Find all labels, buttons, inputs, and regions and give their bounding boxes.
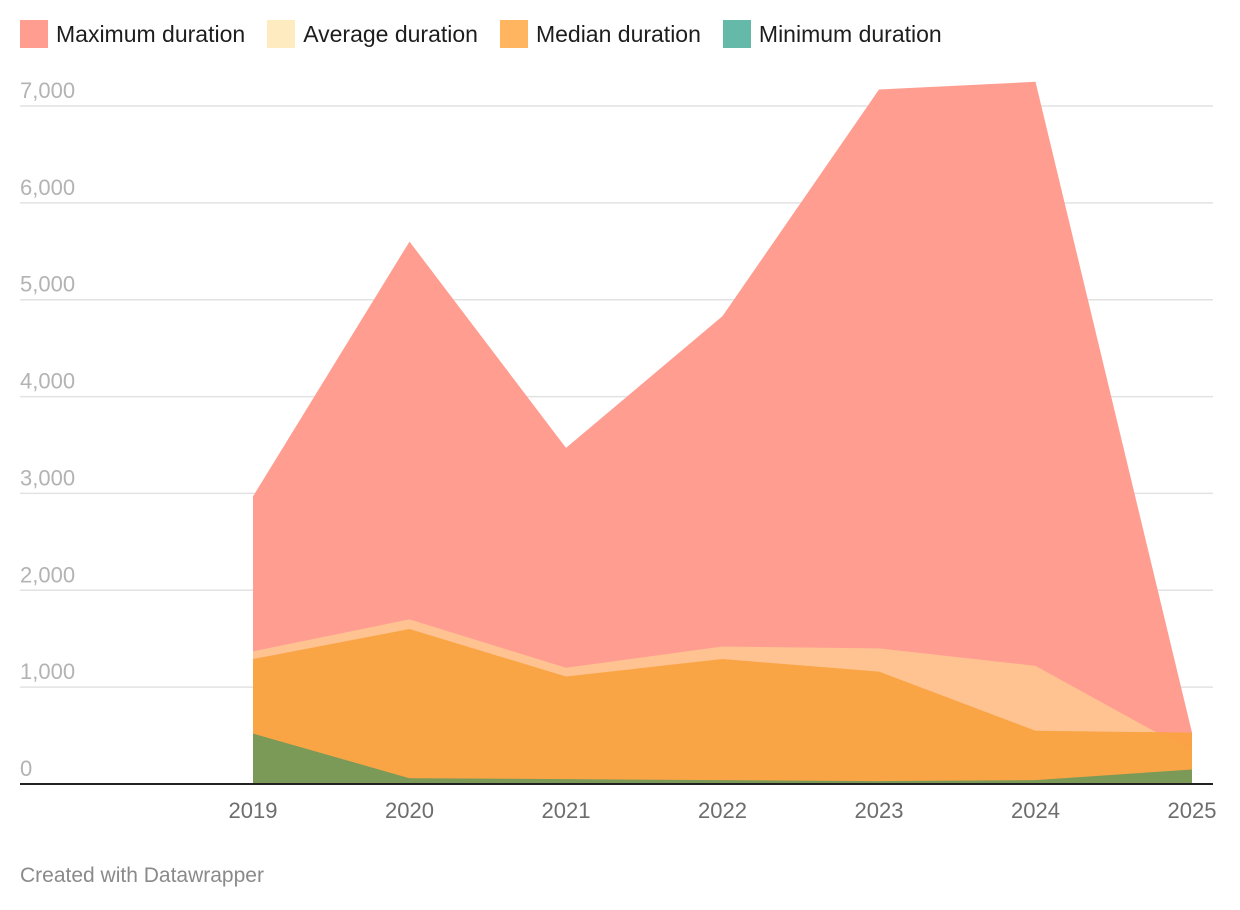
- x-tick-label: 2023: [855, 798, 904, 823]
- legend-label-minimum: Minimum duration: [758, 20, 942, 47]
- legend-swatch-median: [499, 20, 528, 48]
- y-tick-label: 6,000: [20, 175, 75, 200]
- y-tick-label: 1,000: [20, 659, 75, 684]
- legend-swatch-maximum: [20, 20, 48, 48]
- legend-label-average: Average duration: [303, 20, 478, 47]
- x-tick-label: 2025: [1168, 798, 1217, 823]
- x-tick-label: 2021: [542, 798, 591, 823]
- legend-swatch-average: [267, 20, 296, 48]
- x-tick-label: 2022: [698, 798, 747, 823]
- legend-item-maximum: Maximum duration: [20, 20, 245, 48]
- x-tick-label: 2024: [1011, 798, 1060, 823]
- axes: 0 1,000 2,000 3,000 4,000 5,000 6,000 7,000 2019…: [20, 78, 1216, 823]
- legend: Maximum duration Average duration Median…: [20, 20, 964, 48]
- legend-item-median: Median duration: [499, 20, 701, 48]
- y-tick-label: 5,000: [20, 272, 75, 297]
- legend-swatch-minimum: [722, 20, 751, 48]
- y-tick-label: 2,000: [20, 562, 75, 587]
- legend-item-average: Average duration: [267, 20, 478, 48]
- area-median-duration: [253, 629, 1192, 784]
- y-tick-label: 3,000: [20, 465, 75, 490]
- datawrapper-credit: Created with Datawrapper: [20, 864, 264, 887]
- legend-label-maximum: Maximum duration: [56, 20, 246, 47]
- y-tick-label: 0: [20, 756, 32, 781]
- area-series: [253, 81, 1192, 785]
- y-tick-label: 4,000: [20, 369, 75, 394]
- legend-item-minimum: Minimum duration: [722, 20, 942, 48]
- area-minimum-duration: [253, 733, 1192, 784]
- x-tick-label: 2019: [229, 798, 278, 823]
- legend-label-median: Median duration: [535, 20, 701, 47]
- y-tick-label: 7,000: [20, 78, 75, 103]
- area-maximum-duration: [253, 81, 1192, 785]
- x-tick-label: 2020: [385, 798, 434, 823]
